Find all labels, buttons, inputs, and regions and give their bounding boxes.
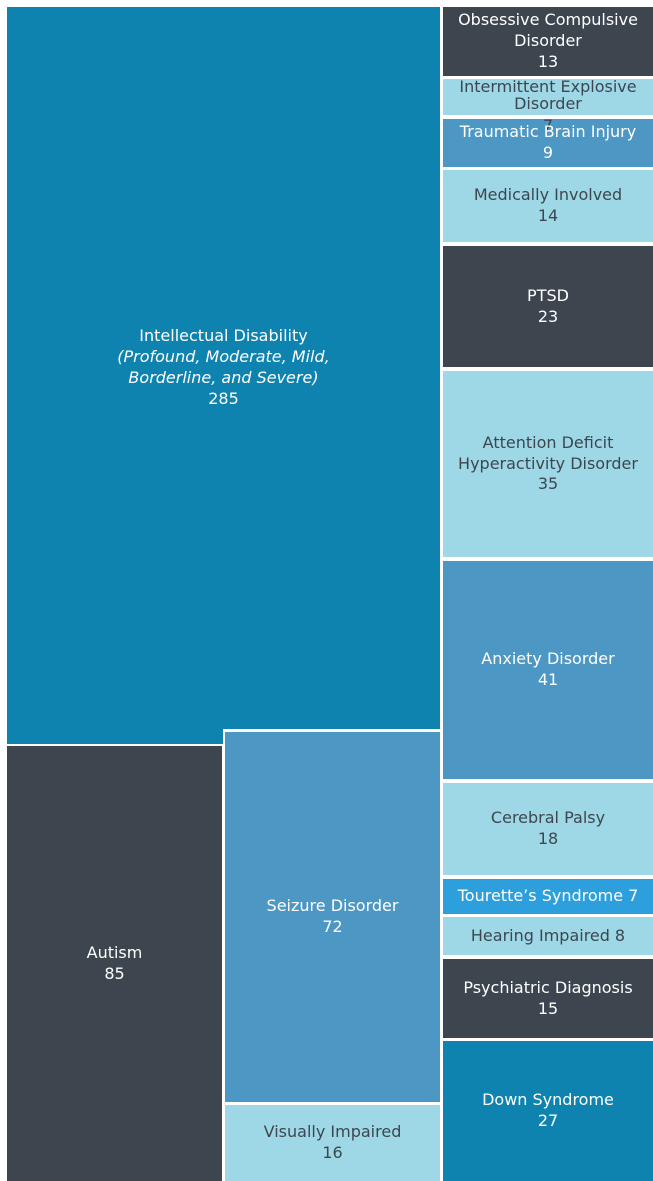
val: 7 [542, 115, 554, 135]
tile [443, 959, 653, 1038]
name: Medically Involved [473, 185, 623, 205]
val: 23 [537, 306, 559, 326]
tile [443, 371, 653, 557]
name: Seizure Disorder [266, 896, 399, 916]
name: Autism [86, 942, 143, 962]
val: 16 [322, 1143, 343, 1162]
tile-label: Attention Deficit Hyperactivity Disorder… [443, 371, 653, 557]
tile-label: Medically Involved 14 [443, 170, 653, 242]
sub: (Profound, Moderate, Mild, Borderline, a… [117, 347, 330, 387]
tile [443, 1041, 653, 1181]
tile [225, 1105, 440, 1181]
tile [443, 79, 653, 115]
val: 18 [537, 829, 559, 848]
tile [443, 561, 653, 779]
tile-label: Down Syndrome 27 [443, 1041, 653, 1181]
val: 285 [208, 388, 239, 408]
name: Traumatic Brain Injury [459, 122, 637, 142]
val: 27 [537, 1111, 559, 1130]
val: 13 [537, 51, 559, 71]
tile [443, 917, 653, 955]
name: Obsessive Compulsive Disorder [458, 10, 638, 51]
name: Intellectual Disability [139, 326, 308, 346]
tile [443, 119, 653, 167]
name: Tourette’s Syndrome [457, 886, 624, 906]
tile [443, 879, 653, 914]
name: Attention Deficit Hyperactivity Disorder [458, 432, 638, 473]
tile-label: Seizure Disorder 72 [225, 732, 440, 1102]
tile-label: Obsessive Compulsive Disorder 13 [443, 7, 653, 76]
tile-label: Anxiety Disorder 41 [443, 561, 653, 779]
val: 85 [104, 963, 125, 983]
val: 72 [322, 917, 343, 936]
tile-label: Traumatic Brain Injury 9 [443, 119, 653, 167]
tile-label: Cerebral Palsy 18 [443, 783, 653, 875]
name: Psychiatric Diagnosis [463, 977, 633, 997]
tile [7, 7, 440, 744]
tile [443, 246, 653, 367]
tile [443, 783, 653, 875]
tile-label: Psychiatric Diagnosis 15 [443, 959, 653, 1038]
tile [443, 170, 653, 242]
name: Hearing Impaired [470, 925, 610, 945]
val: 35 [537, 474, 559, 494]
val: 7 [628, 886, 639, 906]
name: Intermittent Explosive Disorder [459, 77, 637, 113]
name: Visually Impaired [263, 1122, 402, 1142]
tile [7, 746, 222, 1181]
val: 14 [537, 206, 559, 225]
tile-label: Hearing Impaired 8 [443, 917, 653, 955]
val: 15 [537, 998, 559, 1018]
name: Anxiety Disorder [481, 649, 615, 669]
tile-label: Intellectual Disability (Profound, Modera… [7, 7, 440, 729]
val: 41 [537, 670, 559, 689]
tile-label: Visually Impaired 16 [225, 1105, 440, 1181]
tile-label: Intermittent Explosive Disorder 7 [443, 77, 653, 133]
tile-label: Autism 85 [7, 746, 222, 1181]
val: 8 [614, 925, 626, 945]
name: Cerebral Palsy [490, 808, 606, 828]
tile [225, 732, 440, 1102]
name: PTSD [527, 285, 569, 305]
val: 9 [542, 143, 554, 162]
tile-label: PTSD 23 [443, 246, 653, 367]
name: Down Syndrome [482, 1090, 614, 1110]
tile [443, 7, 653, 76]
tile-label: Tourette’s Syndrome 7 [443, 879, 653, 914]
